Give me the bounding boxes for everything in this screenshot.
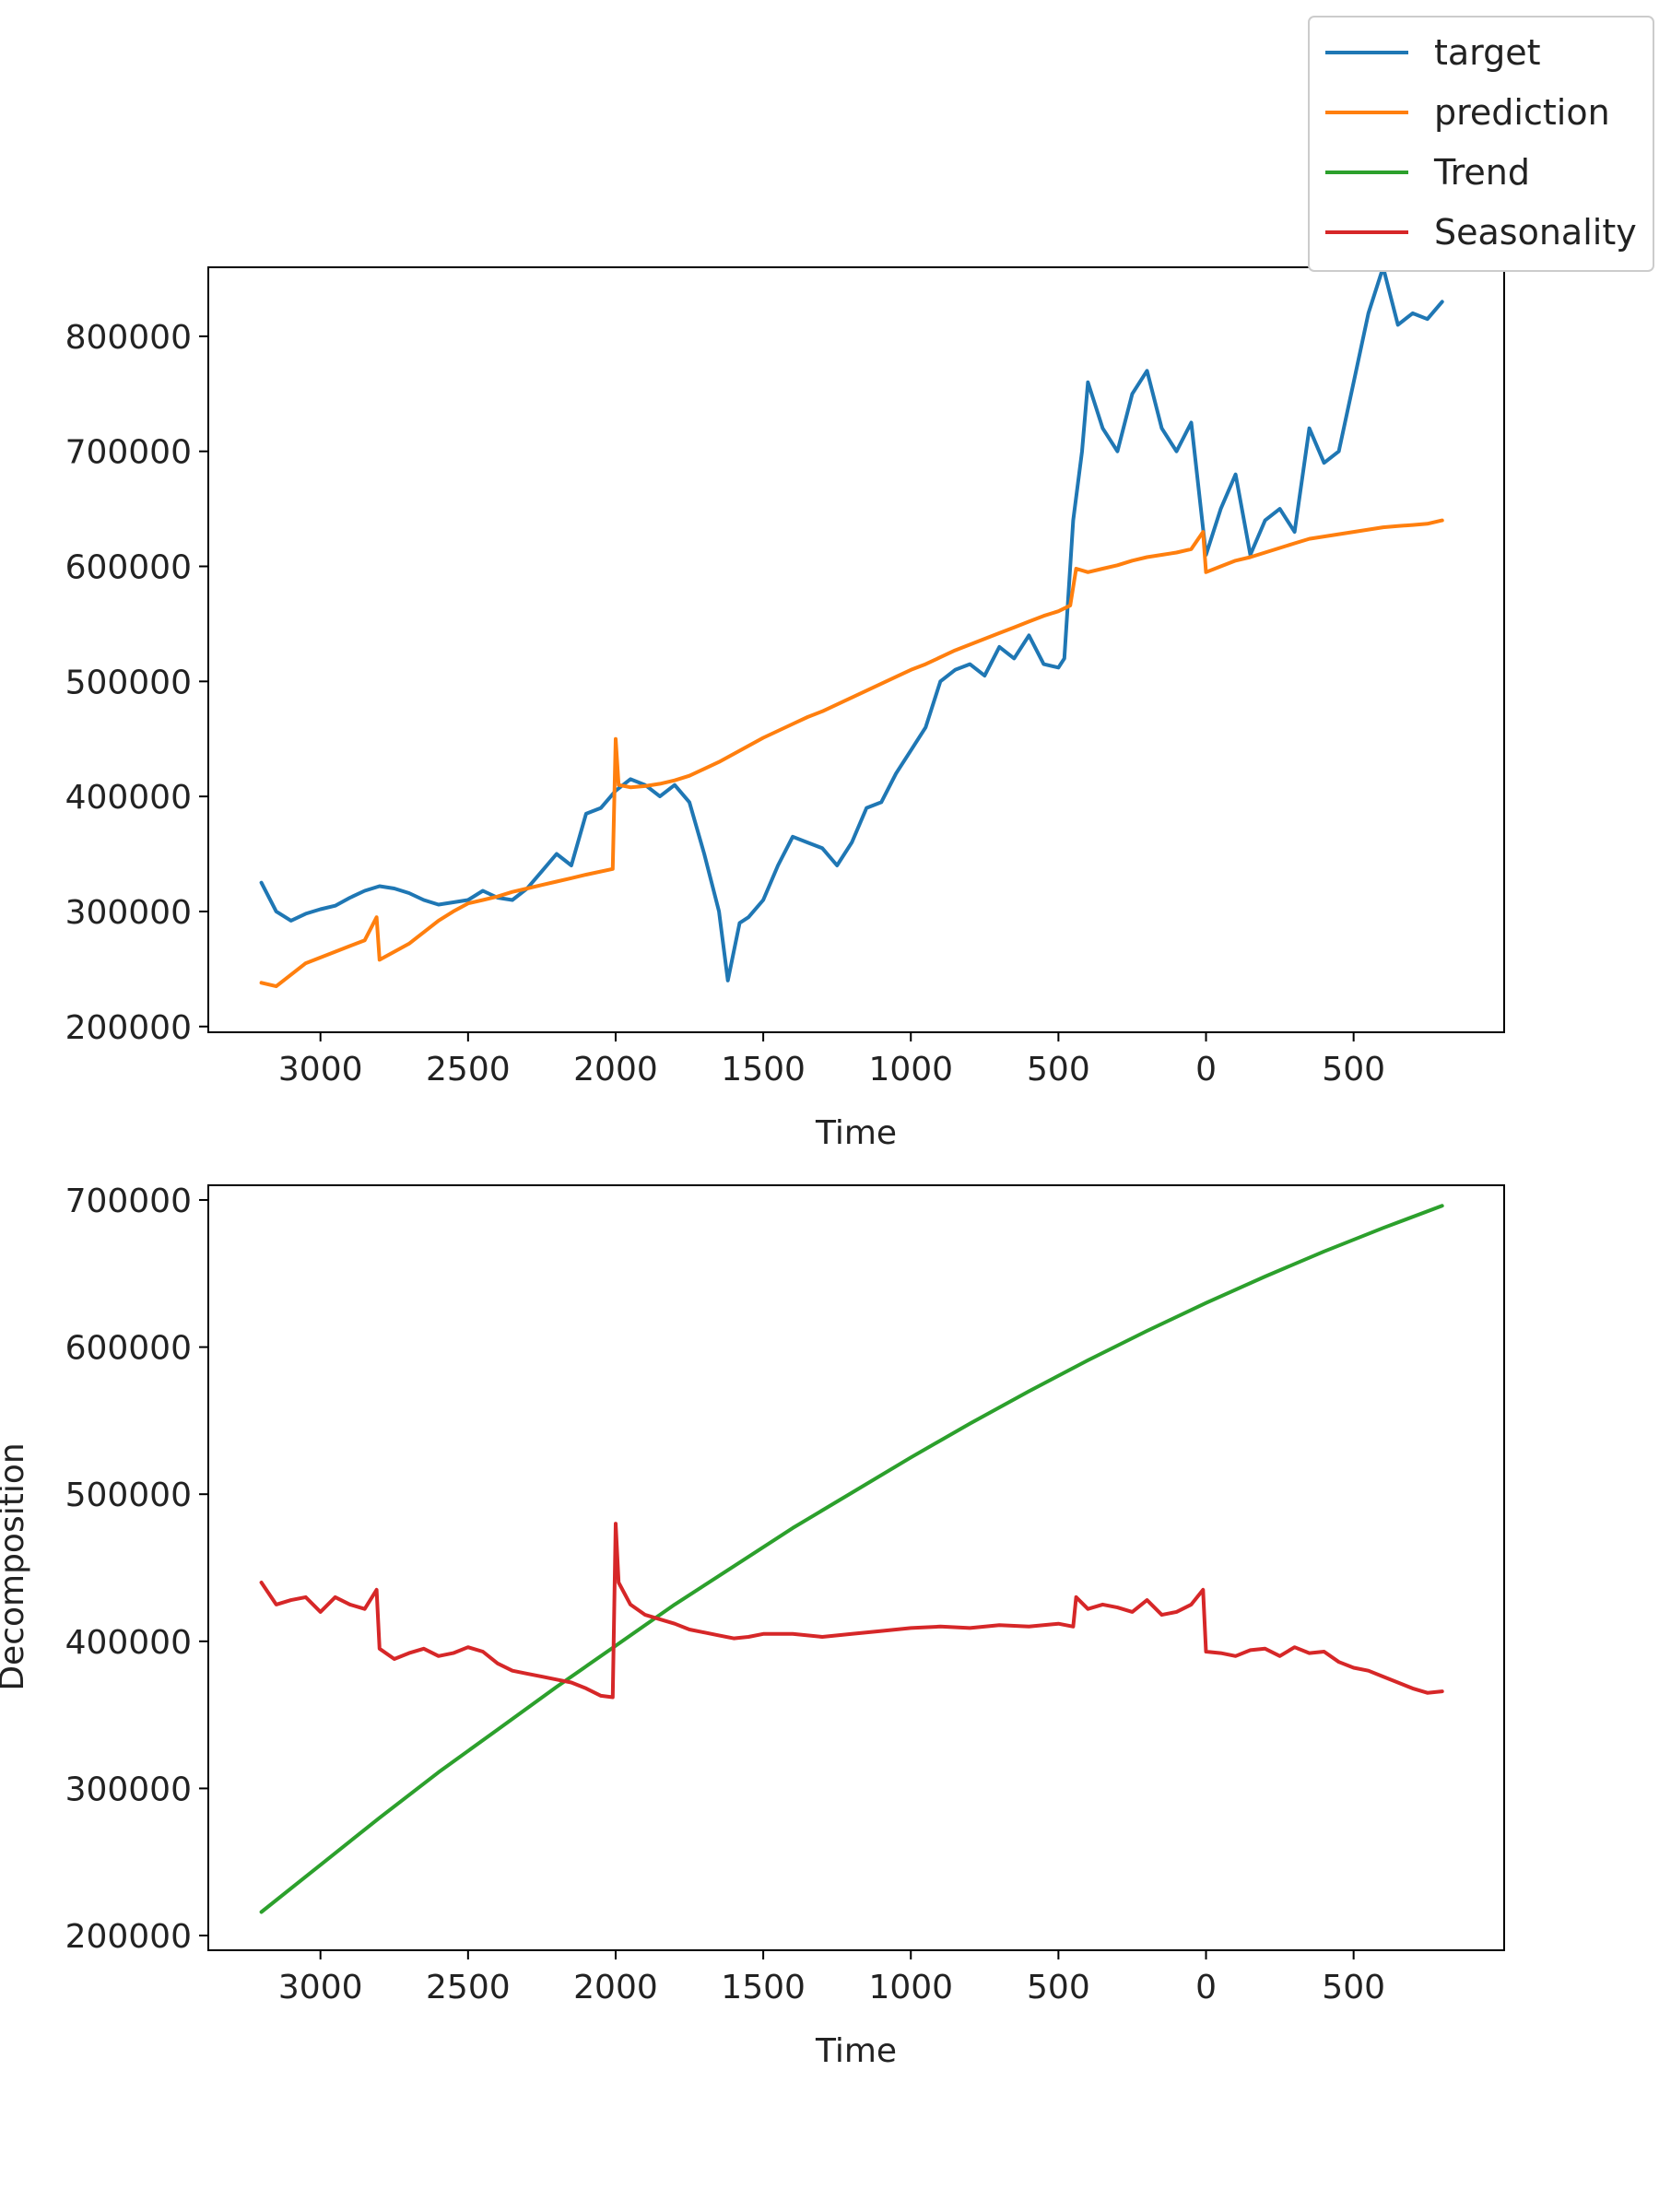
x-tick-label: 500 <box>1322 1051 1385 1088</box>
x-tick-label: 500 <box>1322 1969 1385 2006</box>
x-axis-label: Time <box>815 1114 897 1152</box>
plot-frame <box>207 266 1505 1033</box>
series-line-prediction <box>259 518 1444 989</box>
x-axis-label: Time <box>815 2032 897 2070</box>
x-tick-label: 2000 <box>573 1969 658 2006</box>
y-axis-ticks: 200000 300000 400000 500000 600000 700000 <box>65 1182 208 1956</box>
legend-label-target: target <box>1434 32 1541 73</box>
x-tick-label: 1000 <box>868 1969 953 2006</box>
series-layer <box>259 265 1444 989</box>
legend-label-prediction: prediction <box>1434 92 1610 133</box>
x-axis-ticks: 3000 2500 2000 1500 1000 500 0 500 <box>278 1032 1385 1088</box>
x-tick-label: 2000 <box>573 1051 658 1088</box>
y-tick-label: 400000 <box>65 779 192 817</box>
legend-label-seasonality: Seasonality <box>1434 212 1637 253</box>
y-tick-label: 500000 <box>65 1477 192 1514</box>
y-tick-label: 500000 <box>65 664 192 701</box>
legend-box <box>1308 16 1654 272</box>
series-line-seasonality <box>259 1522 1444 1700</box>
x-tick-label: 3000 <box>278 1969 363 2006</box>
x-tick-label: 2500 <box>426 1969 511 2006</box>
y-tick-label: 300000 <box>65 894 192 932</box>
plot-frame <box>207 1184 1505 1951</box>
y-tick-label: 800000 <box>65 319 192 357</box>
x-tick-label: 1500 <box>721 1969 806 2006</box>
y-tick-label: 200000 <box>65 1009 192 1047</box>
y-tick-label: 400000 <box>65 1624 192 1662</box>
series-line-target <box>259 265 1444 982</box>
series-layer <box>259 1204 1444 1914</box>
y-tick-label: 200000 <box>65 1918 192 1956</box>
y-tick-label: 600000 <box>65 549 192 587</box>
x-tick-label: 1500 <box>721 1051 806 1088</box>
y-axis-ticks: 200000 300000 400000 500000 600000 700000 8000… <box>65 319 208 1047</box>
y-axis-label: Decomposition <box>0 1442 31 1690</box>
y-tick-label: 600000 <box>65 1330 192 1368</box>
prediction-plot: 3000 2500 2000 1500 1000 500 0 500 200000 300000… <box>65 265 1505 1152</box>
y-tick-label: 300000 <box>65 1771 192 1808</box>
x-tick-label: 0 <box>1195 1969 1217 2006</box>
x-axis-ticks: 3000 2500 2000 1500 1000 500 0 500 <box>278 1950 1385 2006</box>
x-tick-label: 1000 <box>868 1051 953 1088</box>
series-line-trend <box>259 1204 1444 1914</box>
legend: target prediction Trend Seasonality <box>1308 16 1654 272</box>
decomposition-plot: 3000 2500 2000 1500 1000 500 0 500 200000 300000… <box>0 1182 1505 2070</box>
x-tick-label: 500 <box>1027 1969 1090 2006</box>
legend-label-trend: Trend <box>1433 152 1530 193</box>
x-tick-label: 3000 <box>278 1051 363 1088</box>
legend-items: target prediction Trend Seasonality <box>1325 32 1637 253</box>
y-tick-label: 700000 <box>65 434 192 472</box>
x-tick-label: 500 <box>1027 1051 1090 1088</box>
x-tick-label: 0 <box>1195 1051 1217 1088</box>
y-tick-label: 700000 <box>65 1182 192 1220</box>
x-tick-label: 2500 <box>426 1051 511 1088</box>
